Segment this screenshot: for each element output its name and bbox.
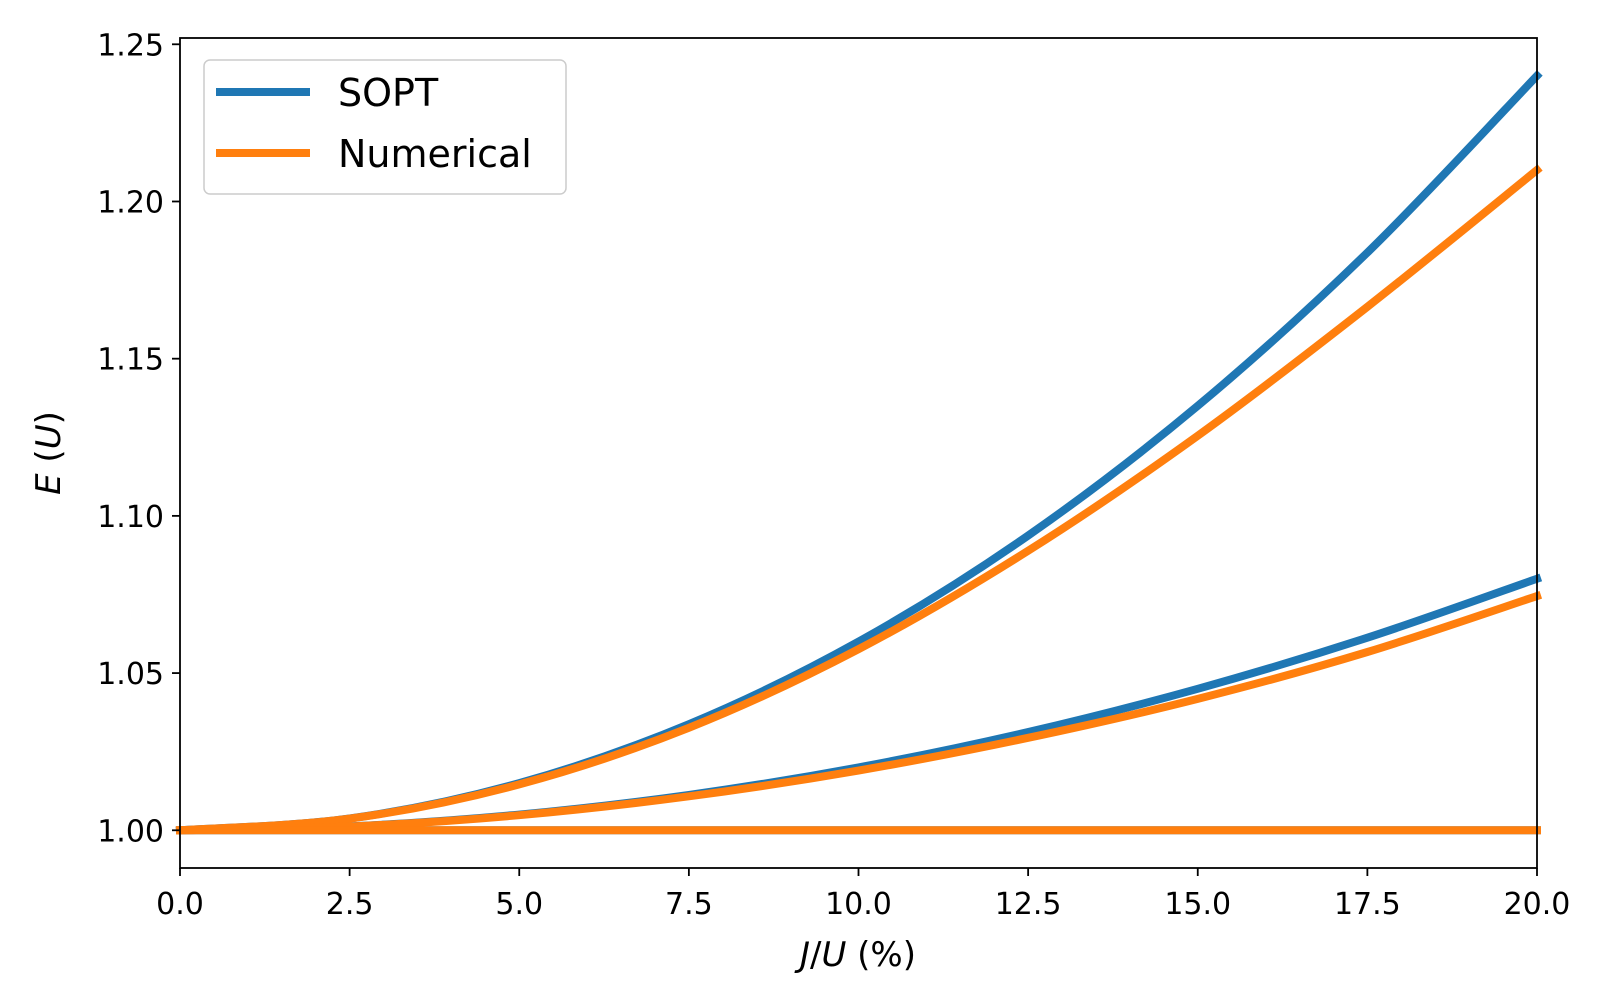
y-tick-label: 1.15	[97, 343, 164, 378]
y-tick-label: 1.10	[97, 500, 164, 535]
series-line-numerical-2	[175, 590, 1543, 835]
y-axis: 1.00 1.05 1.10 1.15 1.20 1.25	[97, 28, 180, 849]
series-line-numerical-1	[175, 164, 1543, 835]
x-tick-label: 15.0	[1164, 887, 1231, 922]
y-tick-label: 1.25	[97, 28, 164, 63]
legend-label-numerical: Numerical	[338, 132, 532, 176]
legend-label-sopt: SOPT	[338, 71, 439, 115]
x-axis-label: J/U (%)	[794, 935, 916, 975]
y-tick-label: 1.20	[97, 185, 164, 220]
x-tick-label: 0.0	[156, 887, 204, 922]
x-tick-label: 12.5	[995, 887, 1062, 922]
x-tick-label: 5.0	[495, 887, 543, 922]
x-tick-label: 7.5	[665, 887, 713, 922]
y-axis-label: E (U)	[29, 411, 69, 495]
y-tick-label: 1.05	[97, 657, 164, 692]
x-tick-label: 10.0	[825, 887, 892, 922]
y-tick-label: 1.00	[97, 814, 164, 849]
x-tick-label: 2.5	[326, 887, 374, 922]
x-tick-label: 20.0	[1504, 887, 1571, 922]
x-axis: 0.0 2.5 5.0 7.5 10.0 12.5 15.0 17.5 20.0	[156, 868, 1570, 922]
series-layer	[175, 70, 1543, 835]
x-tick-label: 17.5	[1334, 887, 1401, 922]
legend: SOPT Numerical	[203, 59, 567, 195]
